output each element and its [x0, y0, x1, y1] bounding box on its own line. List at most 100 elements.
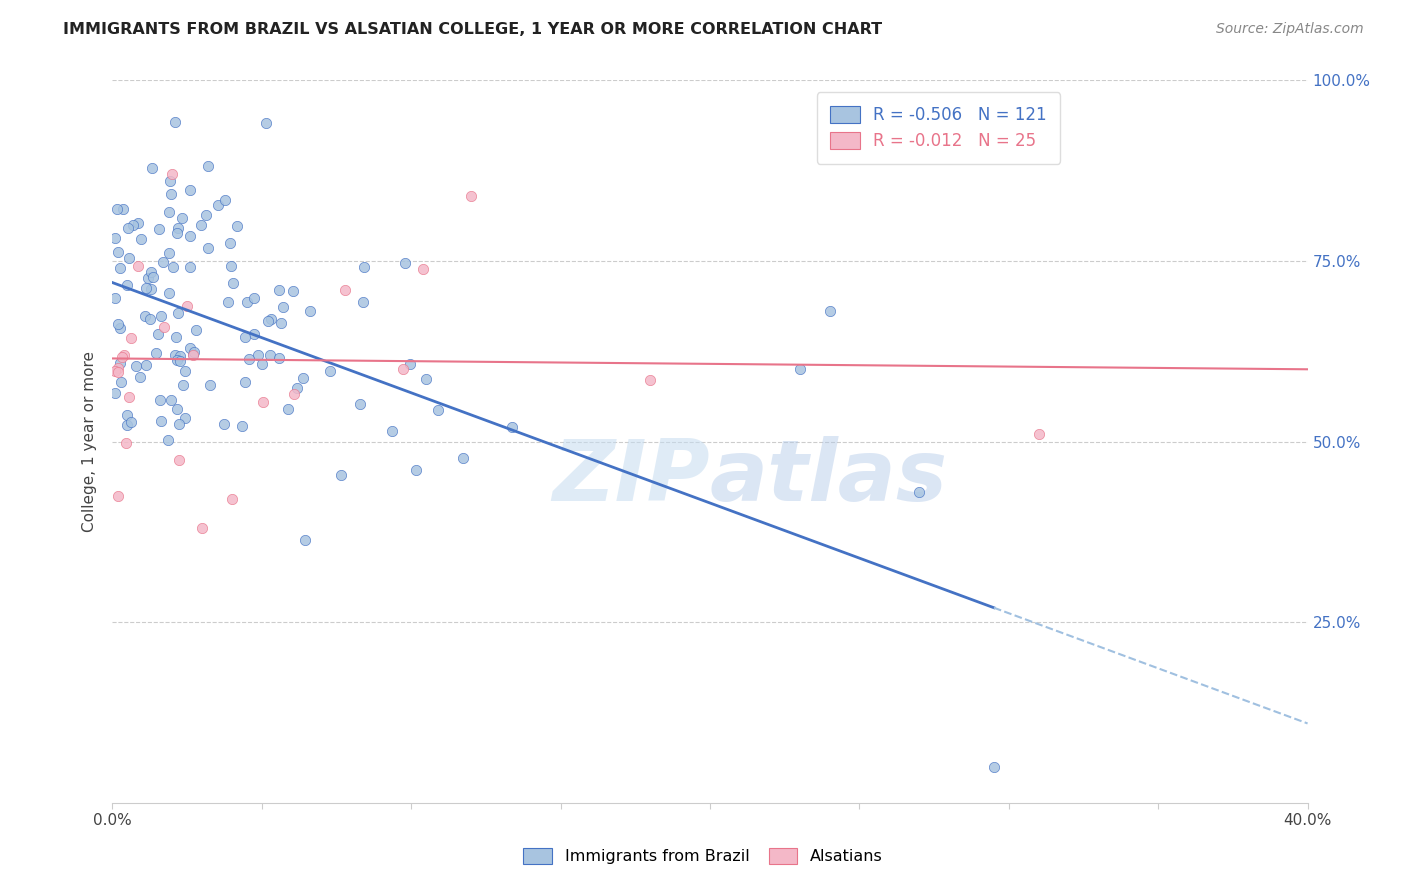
Point [165, 330, 187, 344]
Point [399, 357, 422, 371]
Point [236, 294, 259, 309]
Point [145, 346, 167, 360]
Point [118, 390, 141, 404]
Point [167, 453, 190, 467]
Point [142, 270, 165, 285]
Point [281, 284, 304, 298]
Point [818, 304, 841, 318]
Point [250, 357, 273, 371]
Point [162, 260, 184, 274]
Point [179, 341, 201, 355]
Point [353, 260, 375, 275]
Point [118, 252, 141, 266]
Point [174, 364, 197, 378]
Point [394, 256, 416, 270]
Point [197, 159, 219, 173]
Point [115, 409, 138, 423]
Point [217, 294, 239, 309]
Point [908, 485, 931, 500]
Point [134, 309, 156, 323]
Point [243, 291, 266, 305]
Point [252, 395, 274, 409]
Point [254, 116, 277, 130]
Point [120, 415, 142, 429]
Point [135, 358, 157, 372]
Point [139, 282, 162, 296]
Point [221, 276, 243, 290]
Point [127, 216, 149, 230]
Point [127, 259, 149, 273]
Point [139, 265, 162, 279]
Point [169, 353, 191, 368]
Point [110, 320, 132, 334]
Text: atlas: atlas [710, 436, 948, 519]
Point [107, 317, 129, 331]
Point [167, 221, 190, 235]
Point [159, 393, 181, 408]
Point [257, 314, 280, 328]
Point [166, 226, 188, 240]
Point [207, 197, 229, 211]
Point [114, 436, 136, 450]
Point [294, 533, 316, 547]
Point [270, 316, 292, 330]
Point [179, 182, 201, 196]
Point [298, 304, 321, 318]
Text: Source: ZipAtlas.com: Source: ZipAtlas.com [1216, 22, 1364, 37]
Point [122, 218, 145, 232]
Point [166, 306, 188, 320]
Point [115, 277, 138, 292]
Point [166, 402, 188, 417]
Point [157, 245, 180, 260]
Point [238, 351, 260, 366]
Point [333, 283, 356, 297]
Point [983, 760, 1005, 774]
Point [392, 362, 415, 376]
Point [105, 202, 128, 216]
Point [160, 186, 183, 201]
Point [162, 167, 183, 181]
Point [269, 351, 291, 365]
Point [107, 365, 129, 379]
Point [226, 219, 249, 234]
Point [260, 312, 283, 326]
Point [291, 371, 314, 385]
Point [129, 232, 152, 246]
Point [170, 211, 193, 225]
Point [233, 329, 256, 343]
Point [153, 320, 176, 334]
Point [349, 397, 371, 411]
Legend: R = -0.506   N = 121, R = -0.012   N = 25: R = -0.506 N = 121, R = -0.012 N = 25 [817, 92, 1060, 163]
Point [183, 348, 205, 362]
Point [149, 413, 172, 427]
Point [412, 262, 434, 277]
Point [246, 348, 269, 362]
Point [501, 420, 523, 434]
Point [231, 419, 253, 434]
Point [329, 467, 352, 482]
Point [135, 281, 157, 295]
Point [214, 417, 236, 432]
Point [451, 451, 474, 466]
Point [789, 362, 811, 376]
Point [460, 189, 482, 203]
Point [117, 220, 139, 235]
Point [183, 346, 205, 360]
Point [1028, 427, 1050, 442]
Point [136, 271, 159, 285]
Point [111, 202, 134, 216]
Point [233, 375, 256, 389]
Point [104, 385, 127, 400]
Point [190, 219, 212, 233]
Point [352, 294, 374, 309]
Point [415, 372, 437, 386]
Point [191, 521, 214, 535]
Point [179, 228, 201, 243]
Point [381, 424, 404, 438]
Point [405, 463, 427, 477]
Point [426, 403, 449, 417]
Point [163, 114, 186, 128]
Point [125, 359, 148, 373]
Point [108, 260, 131, 275]
Point [107, 244, 129, 259]
